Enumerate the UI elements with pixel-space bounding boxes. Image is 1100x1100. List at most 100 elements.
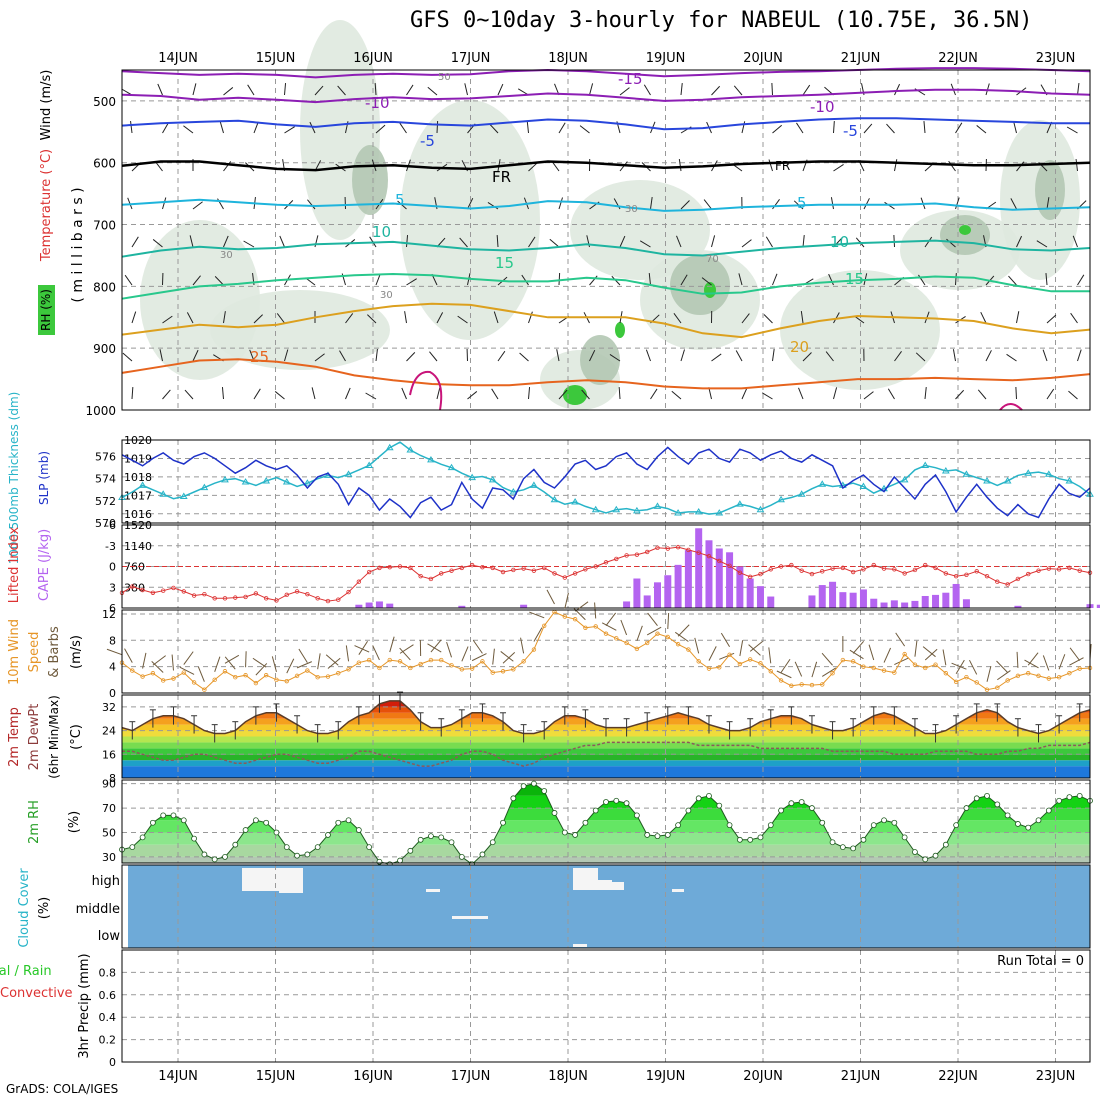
wind-marker xyxy=(1067,671,1072,676)
wind-barb xyxy=(429,351,438,362)
rh-marker xyxy=(850,845,857,852)
wind-barb-10m xyxy=(601,622,617,631)
li-marker xyxy=(892,567,897,572)
thickness-tick-label: 574 xyxy=(95,473,116,486)
wind-barb xyxy=(1013,121,1017,134)
wind-barb xyxy=(771,82,773,96)
wind-marker xyxy=(263,673,269,678)
wind-barb xyxy=(162,122,169,134)
wind-barb xyxy=(676,235,682,248)
y-tick-label-ua: 1000 xyxy=(85,404,116,418)
wind-barb xyxy=(618,386,621,400)
thickness-marker xyxy=(715,509,724,516)
wind-barb-10m xyxy=(922,646,936,658)
isotherm-label: 10 xyxy=(830,233,849,251)
wind-barb xyxy=(802,84,811,96)
rh-marker xyxy=(613,797,620,804)
wind-barb-10m xyxy=(708,646,717,661)
wind-marker xyxy=(222,669,228,674)
wind-barb-10m xyxy=(286,658,295,674)
thickness-marker xyxy=(653,502,662,509)
wind-marker xyxy=(1026,671,1031,676)
wind-barb-10m xyxy=(252,657,267,668)
rh-marker xyxy=(798,799,805,805)
wind-barb xyxy=(367,314,377,324)
li-marker xyxy=(181,589,186,594)
cape-bar xyxy=(1096,604,1100,608)
wind-barb-10m xyxy=(151,661,164,673)
ylabel-2m-dewpt: 2m DewPt xyxy=(27,704,42,771)
li-marker xyxy=(377,565,382,571)
thickness-marker xyxy=(406,445,415,453)
wind-barb xyxy=(955,197,960,210)
thickness-marker xyxy=(962,470,971,477)
wind-barb xyxy=(579,125,590,134)
wind-barb-10m xyxy=(354,645,370,653)
wind-barb-10m xyxy=(214,656,221,672)
wind-barb-10m xyxy=(399,647,411,661)
cape-bar xyxy=(520,604,528,608)
rh-marker xyxy=(417,836,424,843)
ylabel-millibars: ( m i l l i b a r s ) xyxy=(70,187,86,302)
wind-barb xyxy=(162,197,167,210)
rh-shade-green xyxy=(959,225,971,235)
wind-barb-10m xyxy=(183,651,194,665)
rh-marker xyxy=(1025,824,1032,831)
li-marker xyxy=(809,571,815,577)
li-marker xyxy=(871,562,876,568)
wind-marker xyxy=(644,640,650,646)
wind-barb xyxy=(284,349,289,362)
li-marker xyxy=(274,598,279,603)
wind-marker xyxy=(191,680,197,685)
wind-marker xyxy=(521,659,526,664)
wind-barb xyxy=(980,311,987,324)
wind-barb xyxy=(464,83,468,96)
thickness-line xyxy=(121,441,1091,515)
wind-marker xyxy=(747,657,753,662)
run-total-label: Run Total = 0 xyxy=(997,954,1084,969)
li-marker xyxy=(624,553,629,558)
rh-legend-swatch xyxy=(38,285,55,335)
rh-marker xyxy=(572,832,579,838)
li-marker xyxy=(655,545,660,551)
wind-barb-10m xyxy=(492,648,495,665)
rh-marker xyxy=(191,835,197,842)
wind-barb xyxy=(802,235,805,248)
wind-barb xyxy=(1046,197,1050,210)
li-marker xyxy=(603,560,609,565)
wind-barb xyxy=(650,388,658,400)
wind-barb xyxy=(1016,311,1020,324)
wind-marker xyxy=(1056,674,1062,680)
thickness-marker xyxy=(1003,476,1012,484)
wind-barb xyxy=(639,240,651,248)
thickness-marker xyxy=(550,495,559,503)
wind-barb-10m xyxy=(667,613,670,630)
thickness-marker xyxy=(591,505,600,513)
wind-barb xyxy=(556,349,560,362)
li-marker xyxy=(696,550,701,555)
li-marker xyxy=(1015,576,1021,582)
li-marker xyxy=(634,552,640,557)
rh-marker xyxy=(541,788,548,794)
cape-bar xyxy=(880,602,888,608)
wind-barb xyxy=(497,83,504,96)
wind-barb-10m xyxy=(472,639,483,654)
li-marker xyxy=(768,567,773,572)
wind-barb xyxy=(406,352,416,362)
wind-barb-10m xyxy=(821,652,833,666)
isotherm-label: 10 xyxy=(372,223,391,241)
wind-barb xyxy=(219,121,224,134)
wind-barb xyxy=(828,273,834,286)
cape-bar xyxy=(1014,605,1022,608)
isotherm-5 xyxy=(121,198,1091,212)
wind-barb-10m xyxy=(942,649,947,666)
wind-marker xyxy=(305,668,310,673)
li-marker xyxy=(191,593,197,598)
li-marker xyxy=(531,568,537,573)
wind-barb xyxy=(339,350,346,362)
ylabel-wind-units: (m/s) xyxy=(69,635,84,669)
y-tick-label-ua: 800 xyxy=(93,280,116,294)
cape-bar xyxy=(633,578,641,608)
rh-tick-label: 90 xyxy=(102,778,116,791)
